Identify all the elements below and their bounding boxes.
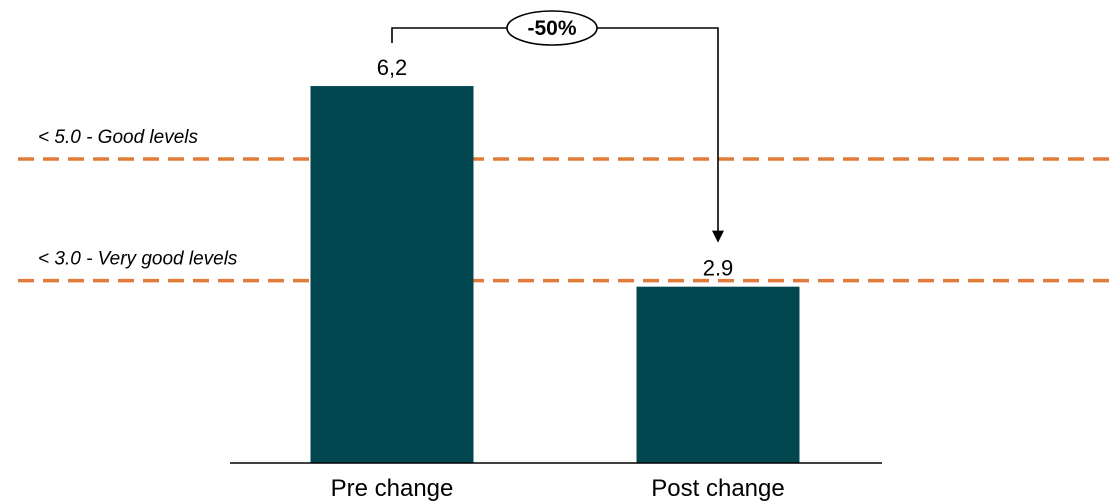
category-label-0: Pre change bbox=[331, 475, 454, 502]
bar-0 bbox=[310, 86, 474, 463]
bar-1 bbox=[636, 286, 800, 463]
change-annotation: -50% bbox=[391, 10, 724, 243]
reference-line-label-1: < 3.0 - Very good levels bbox=[38, 249, 238, 270]
bar-value-label-1: 2.9 bbox=[703, 256, 734, 281]
change-arrowhead bbox=[712, 230, 724, 243]
category-label-1: Post change bbox=[651, 475, 784, 502]
change-bracket-left bbox=[391, 27, 507, 44]
bar-value-label-0: 6,2 bbox=[377, 55, 408, 80]
change-percent-label: -50% bbox=[527, 17, 576, 40]
change-bracket-right bbox=[597, 27, 719, 233]
reference-line-label-0: < 5.0 - Good levels bbox=[38, 127, 199, 148]
change-oval bbox=[506, 10, 598, 46]
bars bbox=[310, 86, 800, 463]
reference-lines: < 5.0 - Good levels < 3.0 - Very good lev… bbox=[18, 127, 1109, 283]
bar-value-labels: 6,2 2.9 bbox=[377, 55, 734, 281]
category-labels: Pre change Post change bbox=[331, 475, 785, 502]
